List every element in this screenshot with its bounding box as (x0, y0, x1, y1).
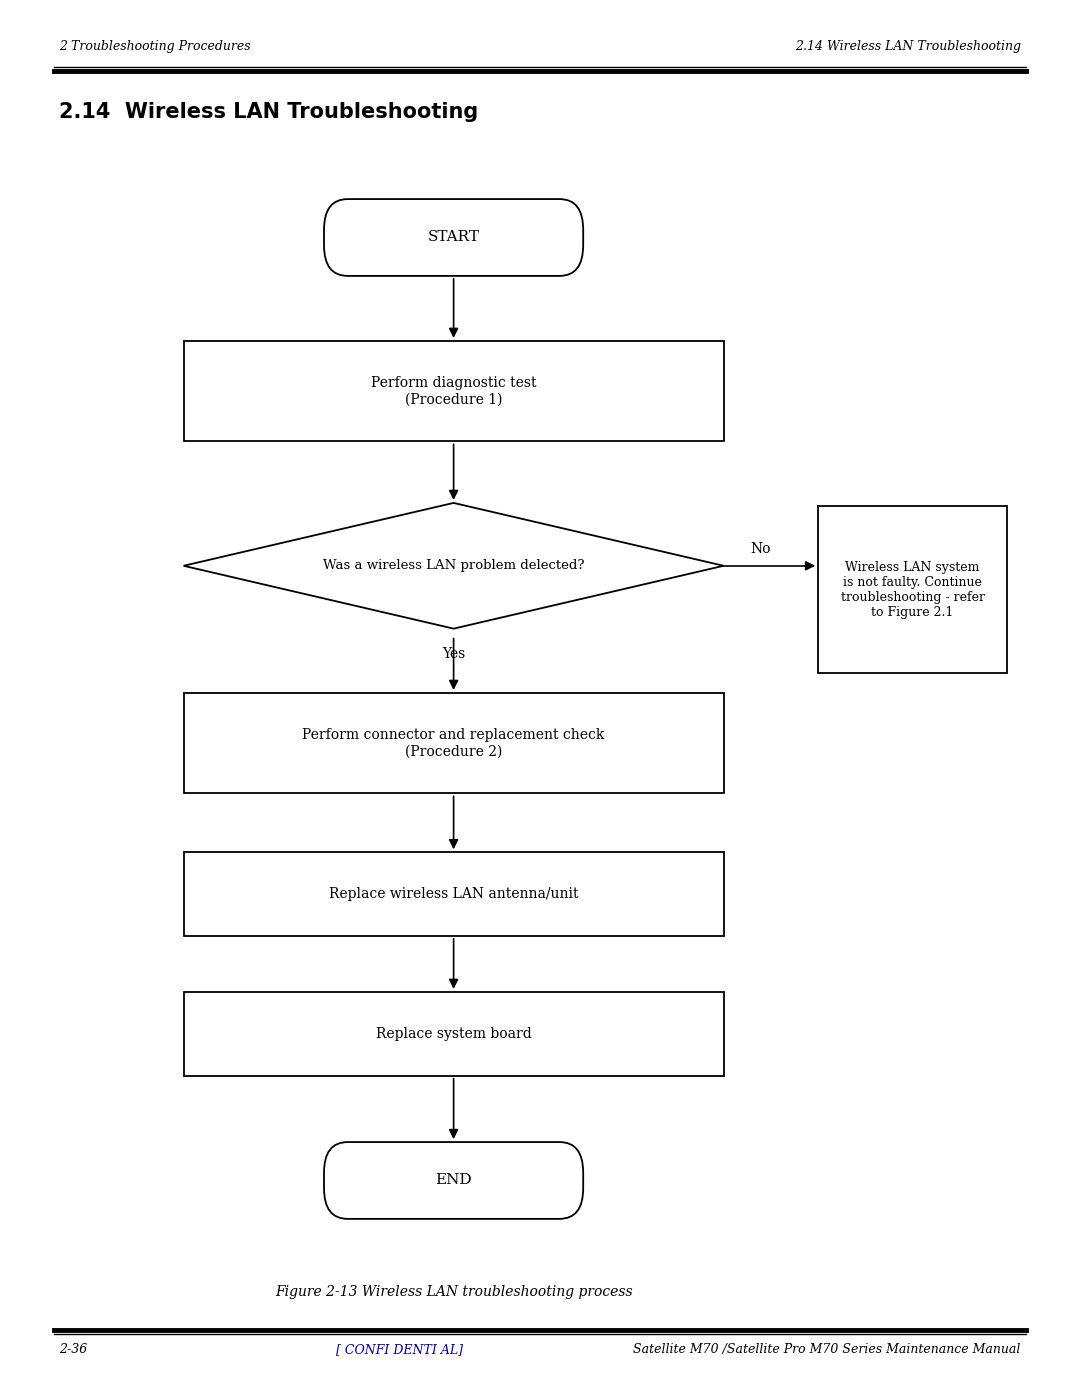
FancyBboxPatch shape (324, 200, 583, 277)
Text: 2 Troubleshooting Procedures: 2 Troubleshooting Procedures (59, 41, 251, 53)
Bar (184, 341, 724, 441)
Text: Yes: Yes (442, 647, 465, 661)
Bar (184, 693, 724, 793)
Text: No: No (751, 542, 771, 556)
Bar (184, 852, 724, 936)
Text: 2.14  Wireless LAN Troubleshooting: 2.14 Wireless LAN Troubleshooting (59, 102, 478, 122)
Text: Wireless LAN system
is not faulty. Continue
troubleshooting - refer
to Figure 2.: Wireless LAN system is not faulty. Conti… (840, 560, 985, 619)
Text: Perform diagnostic test
(Procedure 1): Perform diagnostic test (Procedure 1) (370, 376, 537, 407)
Text: Satellite M70 /Satellite Pro M70 Series Maintenance Manual: Satellite M70 /Satellite Pro M70 Series … (633, 1343, 1021, 1356)
Text: 2-36: 2-36 (59, 1343, 87, 1356)
Text: 2.14 Wireless LAN Troubleshooting: 2.14 Wireless LAN Troubleshooting (795, 41, 1021, 53)
Polygon shape (184, 503, 724, 629)
Bar (819, 506, 1007, 673)
Text: [ CONFI DENTI AL]: [ CONFI DENTI AL] (336, 1343, 463, 1356)
FancyBboxPatch shape (324, 1143, 583, 1218)
Text: Was a wireless LAN problem delected?: Was a wireless LAN problem delected? (323, 559, 584, 573)
Text: Replace system board: Replace system board (376, 1027, 531, 1041)
Text: Replace wireless LAN antenna/unit: Replace wireless LAN antenna/unit (328, 887, 579, 901)
Text: Figure 2-13 Wireless LAN troubleshooting process: Figure 2-13 Wireless LAN troubleshooting… (274, 1285, 633, 1299)
Text: START: START (428, 231, 480, 244)
Bar (184, 992, 724, 1076)
Text: END: END (435, 1173, 472, 1187)
Text: Perform connector and replacement check
(Procedure 2): Perform connector and replacement check … (302, 728, 605, 759)
